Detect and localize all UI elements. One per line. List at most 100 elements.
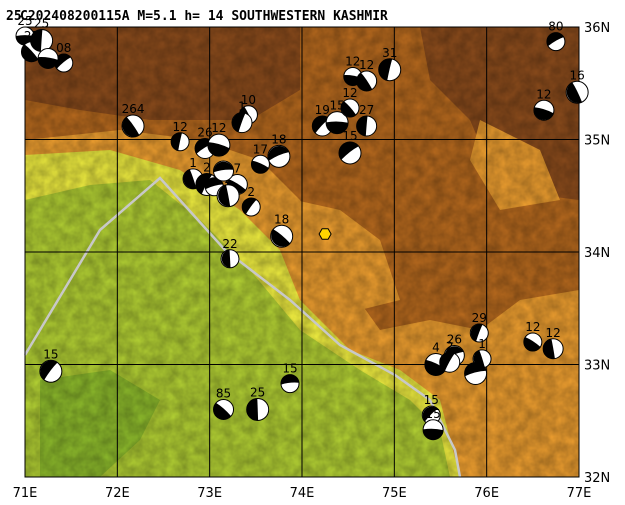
focal-mechanism-label: 2 xyxy=(247,185,255,199)
focal-mechanism[interactable]: 15 xyxy=(422,407,444,441)
focal-mechanism-label: 15 xyxy=(425,407,440,421)
focal-mechanism[interactable]: 2 xyxy=(241,185,261,217)
focal-mechanism[interactable]: 2 xyxy=(216,172,240,208)
focal-mechanism[interactable]: 16 xyxy=(565,68,589,104)
focal-mechanism[interactable]: 25 xyxy=(246,386,270,421)
focal-mechanism[interactable]: 08 xyxy=(54,41,74,73)
focal-mechanism-quadrant xyxy=(268,146,289,161)
focal-mechanism-label: 27 xyxy=(359,103,374,117)
focal-mechanism-quadrant xyxy=(356,72,373,92)
focal-mechanism-quadrant xyxy=(423,428,444,440)
focal-mechanism-quadrant xyxy=(326,121,349,134)
focal-mechanism[interactable]: 2 xyxy=(439,339,461,373)
focal-mechanism-quadrant xyxy=(470,324,483,342)
focal-mechanism-label: 18 xyxy=(271,132,286,146)
focal-mechanism-quadrant xyxy=(38,57,58,69)
focal-mechanism[interactable]: 12 xyxy=(523,320,543,352)
focal-mechanism-label: 12 xyxy=(211,121,226,135)
focal-mechanism-label: 12 xyxy=(546,326,561,340)
focal-mechanism-label: 7 xyxy=(234,162,242,176)
focal-mechanism-quadrant xyxy=(378,58,393,81)
focal-mechanism-quadrant xyxy=(30,29,43,52)
focal-mechanism[interactable]: 25 xyxy=(30,17,54,52)
focal-mechanism-quadrant xyxy=(422,406,438,422)
focal-mechanism[interactable] xyxy=(37,48,59,69)
focal-mechanism[interactable]: 264 xyxy=(121,102,145,138)
focal-mechanism[interactable]: 15 xyxy=(280,362,300,394)
focal-mechanism-quadrant xyxy=(246,398,259,421)
focal-mechanism-quadrant xyxy=(213,161,234,173)
focal-mechanism-quadrant xyxy=(543,338,555,359)
longitude-label: 76E xyxy=(474,486,499,501)
focal-mechanism[interactable]: 15 xyxy=(325,99,349,135)
focal-mechanism[interactable]: 15 xyxy=(338,129,362,165)
focal-mechanism-label: 16 xyxy=(570,68,585,82)
focal-mechanism[interactable]: 12 xyxy=(542,326,564,360)
focal-mechanism-label: 2 xyxy=(446,339,454,353)
focal-mechanism[interactable]: 25 xyxy=(15,14,35,46)
focal-mechanism[interactable]: 12 xyxy=(356,58,378,92)
focal-mechanism-quadrant xyxy=(221,249,231,268)
focal-mechanism-quadrant xyxy=(341,101,356,117)
focal-mechanism-label: 80 xyxy=(548,20,563,34)
focal-mechanism[interactable]: 29 xyxy=(469,311,489,343)
focal-mechanism[interactable]: 12 xyxy=(533,87,555,121)
focal-mechanism-label: 12 xyxy=(172,120,187,134)
focal-mechanism-label: 15 xyxy=(282,362,297,376)
focal-mechanism-quadrant xyxy=(21,44,39,62)
focal-mechanism-quadrant xyxy=(523,337,541,352)
focal-mechanism[interactable] xyxy=(464,362,488,385)
focal-mechanism[interactable]: 12 xyxy=(207,121,231,157)
focal-mechanism-quadrant xyxy=(338,141,359,160)
focal-mechanism[interactable]: 17 xyxy=(250,142,270,174)
focal-mechanism[interactable]: 12 xyxy=(170,120,190,152)
focal-mechanism-label: 1 xyxy=(238,100,246,114)
focal-mechanism-label: 15 xyxy=(424,393,439,407)
focal-mechanism-label: 12 xyxy=(359,58,374,72)
focal-mechanism-label: 19 xyxy=(315,103,330,117)
focal-mechanism-label: 85 xyxy=(216,387,231,401)
focal-mechanism-label: 1 xyxy=(478,337,486,351)
focal-mechanism-label: 25 xyxy=(17,14,32,28)
focal-mechanism[interactable]: 31 xyxy=(378,46,402,82)
focal-mechanism-quadrant xyxy=(218,185,231,207)
focal-mechanism-label: 12 xyxy=(342,86,357,100)
focal-mechanism[interactable]: 18 xyxy=(267,132,291,168)
latitude-label: 34N xyxy=(584,246,610,261)
focal-mechanism-quadrant xyxy=(546,32,564,47)
focal-mechanism-label: 1 xyxy=(189,156,197,170)
focal-mechanism-quadrant xyxy=(183,169,197,189)
focal-mechanism-quadrant xyxy=(312,116,330,134)
focal-mechanism[interactable]: 27 xyxy=(356,103,378,137)
focal-mechanism[interactable] xyxy=(213,160,235,182)
focal-mechanism[interactable]: 22 xyxy=(220,237,240,269)
focal-mechanism-quadrant xyxy=(40,360,58,380)
longitude-label: 74E xyxy=(290,486,315,501)
focal-mechanism-quadrant xyxy=(251,160,269,174)
focal-mechanism-quadrant xyxy=(207,142,230,157)
focal-mechanism[interactable]: 15 xyxy=(39,347,63,383)
latitude-label: 33N xyxy=(584,359,610,374)
focal-mechanism-label: 10 xyxy=(241,93,256,107)
latitude-label: 36N xyxy=(584,21,610,36)
focal-mechanism[interactable]: 1 xyxy=(231,100,253,134)
focal-mechanism-label: 15 xyxy=(43,347,58,361)
focal-mechanism-label: 12 xyxy=(536,87,551,101)
focal-mechanism-quadrant xyxy=(54,53,71,69)
focal-mechanism-quadrant xyxy=(242,197,257,215)
latitude-label: 35N xyxy=(584,134,610,149)
focal-mechanism[interactable]: 85 xyxy=(213,387,235,420)
focal-mechanism[interactable]: 18 xyxy=(270,212,294,248)
focal-mechanism-label: 26 xyxy=(447,333,462,347)
epicenter-marker xyxy=(318,228,332,240)
latitude-label: 32N xyxy=(584,471,610,486)
focal-mechanism-label: 18 xyxy=(274,212,289,226)
map-frame xyxy=(24,26,580,478)
longitude-labels: 71E 72E 73E 74E 75E 76E 77E xyxy=(13,486,592,501)
focal-mechanism[interactable]: 12 xyxy=(340,86,360,118)
border-line xyxy=(23,176,462,478)
focal-mechanism[interactable]: 80 xyxy=(546,20,566,52)
map-title: C202408200115A M=5.1 h= 14 SOUTHWESTERN … xyxy=(20,9,388,24)
event-layer: 2527250826412261210118171272218221915122… xyxy=(15,14,589,441)
